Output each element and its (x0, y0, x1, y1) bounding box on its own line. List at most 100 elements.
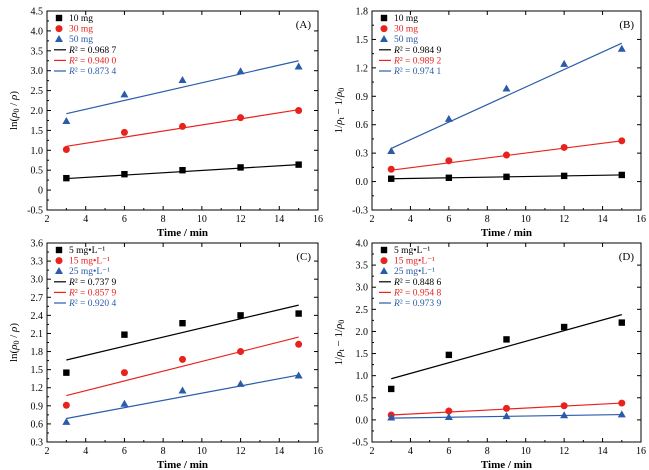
y-tick-label: 0.6 (356, 120, 369, 131)
legend-label: 50 mg (69, 35, 93, 45)
series-1 (63, 161, 302, 182)
legend-marker-square (380, 14, 388, 22)
y-axis-label: ln(ρ0 / ρ) (8, 91, 21, 130)
data-point-triangle (236, 379, 245, 387)
fit-line (66, 336, 299, 397)
data-point-triangle (294, 62, 303, 70)
y-tick-label: 1.8 (31, 347, 44, 358)
r2-symbol: R (393, 278, 400, 288)
x-axis-label: Time / min (481, 227, 532, 239)
y-tick-label: 2.1 (31, 329, 44, 340)
x-tick-label: 10 (521, 214, 531, 225)
x-tick-label: 14 (274, 446, 284, 457)
y-tick-label: 3.6 (31, 239, 44, 250)
y-label-rho: ρ (8, 113, 20, 119)
legend-r2-label: R² = 0.974 1 (393, 67, 442, 77)
x-tick-label: 6 (122, 446, 127, 457)
data-point-circle (179, 355, 186, 363)
legend-r2-label: R² = 0.940 0 (68, 56, 117, 66)
legend-marker-circle (55, 257, 63, 265)
fit-line (66, 304, 299, 361)
data-point-square (388, 385, 395, 393)
r2-value: ² = 0.973 9 (400, 299, 442, 309)
x-tick-label: 12 (236, 446, 246, 457)
data-point-square (618, 171, 625, 179)
series-1 (388, 171, 625, 182)
data-point-circle (62, 401, 70, 409)
x-tick-label: 14 (598, 446, 608, 457)
data-point-circle (445, 407, 453, 415)
legend-label: 5 mg•L⁻¹ (394, 246, 430, 256)
y-tick-label: 0.3 (356, 149, 369, 160)
y-axis-label: ln(ρ0 / ρ) (8, 323, 21, 362)
legend-label: 10 mg (394, 14, 418, 24)
data-point-circle (618, 137, 626, 145)
x-tick-label: 8 (161, 214, 166, 225)
r2-value: ² = 0.920 4 (75, 299, 117, 309)
data-point-square (295, 310, 302, 317)
y-tick-label: 3.5 (31, 46, 44, 57)
x-tick-label: 8 (161, 446, 166, 457)
y-tick-label: 1.5 (31, 126, 44, 137)
data-point-triangle (294, 371, 303, 379)
r2-symbol: R (68, 67, 75, 77)
y-label-part: / (8, 100, 20, 109)
series-1 (388, 314, 625, 393)
series-1 (63, 304, 302, 376)
x-tick-label: 4 (408, 214, 413, 225)
panel-label: (B) (619, 19, 634, 31)
y-label-rho: ρ (8, 327, 20, 333)
y-tick-label: 1.8 (356, 7, 369, 18)
y-tick-label: 0.9 (31, 401, 44, 412)
x-tick-label: 2 (370, 214, 375, 225)
r2-symbol: R (393, 299, 400, 309)
data-point-circle (295, 107, 303, 114)
data-point-square (179, 167, 186, 174)
y-tick-label: 0.5 (31, 166, 44, 177)
r2-value: ² = 0.848 6 (400, 278, 442, 288)
legend-label: 10 mg (69, 14, 93, 24)
x-tick-label: 12 (236, 214, 246, 225)
y-tick-label: 4.0 (356, 239, 369, 250)
data-point-triangle (502, 412, 511, 420)
data-point-triangle (120, 399, 129, 407)
x-tick-label: 12 (559, 214, 569, 225)
legend-label: 25 mg•L⁻¹ (69, 267, 110, 277)
y-label-rho: ρ (8, 345, 20, 351)
data-point-square (503, 173, 510, 181)
x-tick-label: 14 (598, 214, 608, 225)
fit-line (66, 60, 299, 115)
fit-line (66, 374, 299, 420)
y-tick-label: 3.0 (356, 283, 369, 294)
x-tick-label: 16 (636, 214, 646, 225)
series-3 (62, 60, 303, 125)
data-point-square (121, 331, 128, 338)
y-label-rho: ρ (333, 92, 345, 98)
x-tick-label: 4 (83, 214, 88, 225)
data-point-square (445, 174, 453, 181)
r2-symbol: R (68, 278, 75, 288)
panel-b: 2 4 6 8 10 12 14 16 -0.3 0.0 0.3 0.6 0.9 1.2 1.5 1.8 Tim… (333, 7, 646, 240)
legend-r2-label: R² = 0.848 6 (393, 278, 442, 288)
data-point-triangle (387, 147, 396, 155)
data-point-triangle (178, 386, 187, 394)
y-tick-label: 0 (38, 186, 43, 197)
y-label-part: ln( (8, 349, 20, 362)
y-tick-label: 1.5 (356, 349, 369, 360)
legend-r2-label: R² = 0.968 7 (68, 46, 117, 56)
y-label-part: 1/ (333, 124, 345, 134)
data-point-circle (387, 165, 395, 173)
data-point-triangle (62, 417, 71, 425)
x-tick-label: 4 (408, 446, 413, 457)
y-label-rho: ρ (8, 95, 20, 101)
y-label-rho: ρ (333, 119, 345, 125)
legend: 5 mg•L⁻¹15 mg•L⁻¹25 mg•L⁻¹R² = 0.848 6R²… (379, 246, 442, 309)
data-point-triangle (444, 114, 453, 122)
y-label-sub: 0 (337, 88, 346, 92)
x-tick-label: 10 (521, 446, 531, 457)
y-label-part: 1/ (333, 356, 345, 366)
legend-marker-square (380, 246, 388, 254)
x-tick-label: 16 (313, 446, 323, 457)
y-tick-label: 4.0 (31, 26, 44, 37)
data-point-circle (295, 340, 303, 348)
